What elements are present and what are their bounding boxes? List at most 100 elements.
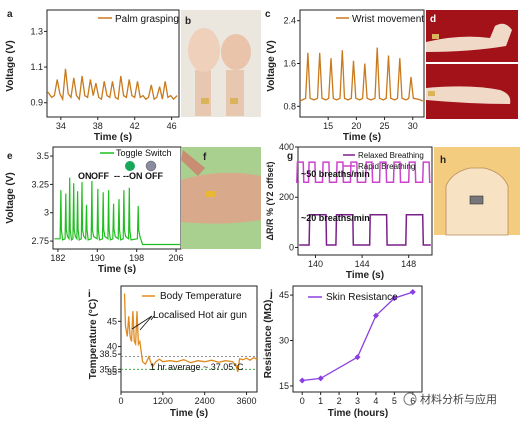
x-tick-label: 144 [355,259,370,269]
xlabel-e: Time (s) [98,264,136,275]
watermark-text: 材料分析与应用 [420,392,497,406]
sensor-right [230,98,238,104]
panel-label-g: g [287,151,293,162]
y-tick-label: 3 [44,208,49,218]
sensor-left [201,98,209,104]
legend-text-e: Toggle Switch [116,148,172,158]
x-tick-label: 198 [129,253,144,263]
data-point [391,295,398,302]
ann-off: OFF [91,171,109,181]
series-line-palm-grasping [47,68,178,102]
legend-text-rapid: Rapid Breathing [358,162,415,171]
y-tick-label: 40 [107,342,117,352]
panel-g: g 140 144 148 0 200 400 Relaxed Breathing Rap… [265,142,433,281]
series-line-relaxed-breathing [299,214,431,246]
xlabel-i: Time (s) [170,408,208,419]
watermark: 材料分析与应用 [403,392,497,406]
x-tick-label: 148 [401,259,416,269]
data-point [299,377,306,384]
ticks-a: 34 38 42 46 0.9 1.1 1.3 [30,26,176,131]
sensor-top [432,34,439,39]
y-tick-label: 1.3 [30,26,43,36]
y-tick-label: 1.6 [283,59,296,69]
ann-dash-on: --ON [123,171,143,181]
x-tick-label: 6 [410,396,415,406]
straight-arm-shape [426,86,511,104]
panel-label-h: h [440,155,446,166]
x-tick-label: 2 [337,396,342,406]
forearm-right [226,70,244,116]
ylabel-i: Temperature (°C) [88,299,99,380]
y-tick-label: 3.5 [36,151,49,161]
ann-rapid-rate: ~50 breaths/min [301,169,370,179]
y-tick-label: 0.8 [283,101,296,111]
y-tick-label: 15 [279,381,289,391]
panel-label-b: b [185,16,191,27]
y-tick-label: 0.9 [30,98,43,108]
xlabel-c: Time (s) [343,132,381,143]
x-tick-label: 0 [118,396,123,406]
x-tick-label: 4 [373,396,378,406]
x-tick-label: 15 [323,121,333,131]
panel-b-photo: b [181,10,261,117]
wrist-shape [181,172,261,224]
panel-label-d: d [430,14,436,25]
ylabel-a: Voltage (V) [5,40,16,91]
y-tick-label: 2.75 [31,236,49,246]
x-tick-label: 2400 [195,396,215,406]
data-point [372,312,379,319]
y-tick-label: 200 [279,192,294,202]
x-tick-label: 34 [56,121,66,131]
y-tick-label: 38.5 [99,349,117,359]
annotation-arrows [131,315,155,331]
panel-label-a: a [7,9,13,20]
x-tick-label: 30 [408,121,418,131]
sensor-bottom [428,91,435,96]
data-point [409,289,416,296]
y-tick-label: 400 [279,142,294,152]
ann-off-2: OFF [145,171,163,181]
x-tick-label: 5 [392,396,397,406]
x-tick-label: 46 [167,121,177,131]
x-tick-label: 3 [355,396,360,406]
series-line-body-temperature [123,293,258,372]
legend-text-i: Body Temperature [160,291,242,302]
sensor-wrist [206,191,215,197]
ticks-e: 182 190 198 206 2.75 3 3.25 3.5 [31,151,183,263]
x-tick-label: 0 [300,396,305,406]
y-tick-label: 30 [279,336,289,346]
x-tick-label: 42 [130,121,140,131]
x-tick-label: 38 [93,121,103,131]
panel-label-f: f [203,152,207,163]
panel-e: e 182 190 198 206 2.75 3 3.25 3.5 Toggle Switch… [5,146,184,275]
x-tick-label: 1 [318,396,323,406]
panel-f-photo: f [181,147,261,249]
ann-dash: -- [114,171,120,181]
open-hand [188,28,220,72]
plot-frame-g [297,146,433,256]
y-tick-label: 35 [107,367,117,377]
ylabel-j: Resistance (MΩ) [263,300,274,379]
series-points-skin-resistance [299,289,416,384]
y-tick-label: 0 [289,242,294,252]
ann-relaxed-rate: ~20 breaths/min [301,213,370,223]
panel-label-j: j [269,289,273,300]
ylabel-e: Voltage (V) [5,172,16,223]
fist-hand [221,34,251,70]
x-tick-label: 1200 [153,396,173,406]
y-tick-label: 45 [107,316,117,326]
series-line-skin-resistance [302,291,414,382]
panel-h-photo: h [434,147,520,236]
ann-hour-average: 1 hr average ~ 37.05°C [150,362,244,372]
series-line-toggle-switch [54,177,180,246]
panel-a: a 34 38 42 46 0.9 1.1 1.3 Palm grasping Time (… [5,9,180,143]
ylabel-g: ΔR/R % (Y2 offset) [265,162,275,241]
series-line-rapid-breathing [296,161,431,183]
plot-frame-e [52,146,182,250]
bent-arm-shape [426,23,512,52]
panel-c: c 15 20 25 30 0.8 1.6 2.4 Wrist movement Time … [265,9,425,143]
